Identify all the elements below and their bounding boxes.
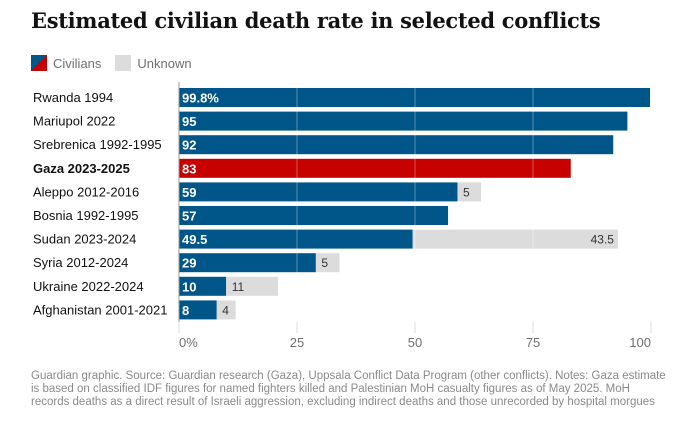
bar-unknown: [226, 276, 279, 296]
bar-label-civilians: 95: [182, 114, 196, 129]
category-label: Gaza 2023-2025: [33, 161, 130, 176]
legend-label-unknown: Unknown: [137, 55, 192, 71]
bar-unknown: [457, 182, 482, 202]
bar-civilians: [179, 300, 217, 320]
bar-civilians: [179, 88, 651, 107]
category-label: Ukraine 2022-2024: [33, 279, 144, 294]
bar-unknown: [412, 229, 618, 249]
bar-label-civilians: 92: [182, 138, 196, 153]
x-tick-label: 100: [629, 335, 651, 350]
bar-label-unknown: 5: [321, 256, 328, 270]
bar-chart: Rwanda 1994 99.8% Mariupol 2022 95 Srebrenic…: [33, 82, 652, 350]
category-label: Mariupol 2022: [33, 114, 115, 129]
bar-label-civilians: 57: [182, 209, 196, 224]
x-tick-label: 25: [290, 335, 304, 350]
category-label: Syria 2012-2024: [33, 255, 128, 270]
bar-civilians: [179, 158, 571, 178]
legend-item-civilians: Civilians: [31, 55, 101, 71]
bar-civilians: [179, 182, 458, 202]
bar-civilians: [179, 111, 628, 131]
category-label: Afghanistan 2001-2021: [33, 302, 167, 317]
legend-swatch-civilians: [31, 55, 47, 71]
bar-label-civilians: 8: [182, 303, 189, 318]
category-label: Sudan 2023-2024: [33, 232, 136, 247]
bar-civilians: [179, 135, 614, 155]
chart-title: Estimated civilian death rate in selecte…: [31, 8, 601, 33]
category-label: Aleppo 2012-2016: [33, 184, 139, 199]
x-tick-label: 50: [408, 335, 422, 350]
footnote: Guardian graphic. Source: Guardian resea…: [31, 370, 666, 408]
bar-label-civilians: 83: [182, 161, 196, 176]
bar-label-civilians: 59: [182, 185, 196, 200]
bar-unknown: [315, 253, 340, 273]
bar-label-civilians: 10: [182, 279, 196, 294]
bar-label-civilians: 29: [182, 256, 196, 271]
legend-swatch-unknown: [115, 55, 132, 71]
bar-civilians: [179, 276, 227, 296]
x-tick-label: 0%: [179, 335, 198, 350]
bar-label-unknown: 43.5: [591, 233, 615, 247]
legend-item-unknown: Unknown: [115, 55, 192, 71]
category-label: Rwanda 1994: [33, 90, 113, 105]
bar-label-unknown: 4: [222, 303, 229, 317]
bar-civilians: [179, 206, 449, 225]
bar-label-civilians: 49.5: [182, 232, 207, 247]
category-label: Srebrenica 1992-1995: [33, 137, 162, 152]
bar-unknown: [216, 300, 236, 320]
x-tick-label: 75: [526, 335, 540, 350]
legend-label-civilians: Civilians: [53, 55, 102, 71]
bar-label-unknown: 5: [463, 185, 470, 199]
bar-civilians: [179, 229, 413, 249]
legend: Civilians Unknown: [31, 55, 206, 71]
bar-label-unknown: 11: [232, 280, 245, 294]
bar-civilians: [179, 253, 316, 273]
bar-label-civilians: 99.8%: [182, 91, 219, 106]
category-label: Bosnia 1992-1995: [33, 208, 139, 223]
